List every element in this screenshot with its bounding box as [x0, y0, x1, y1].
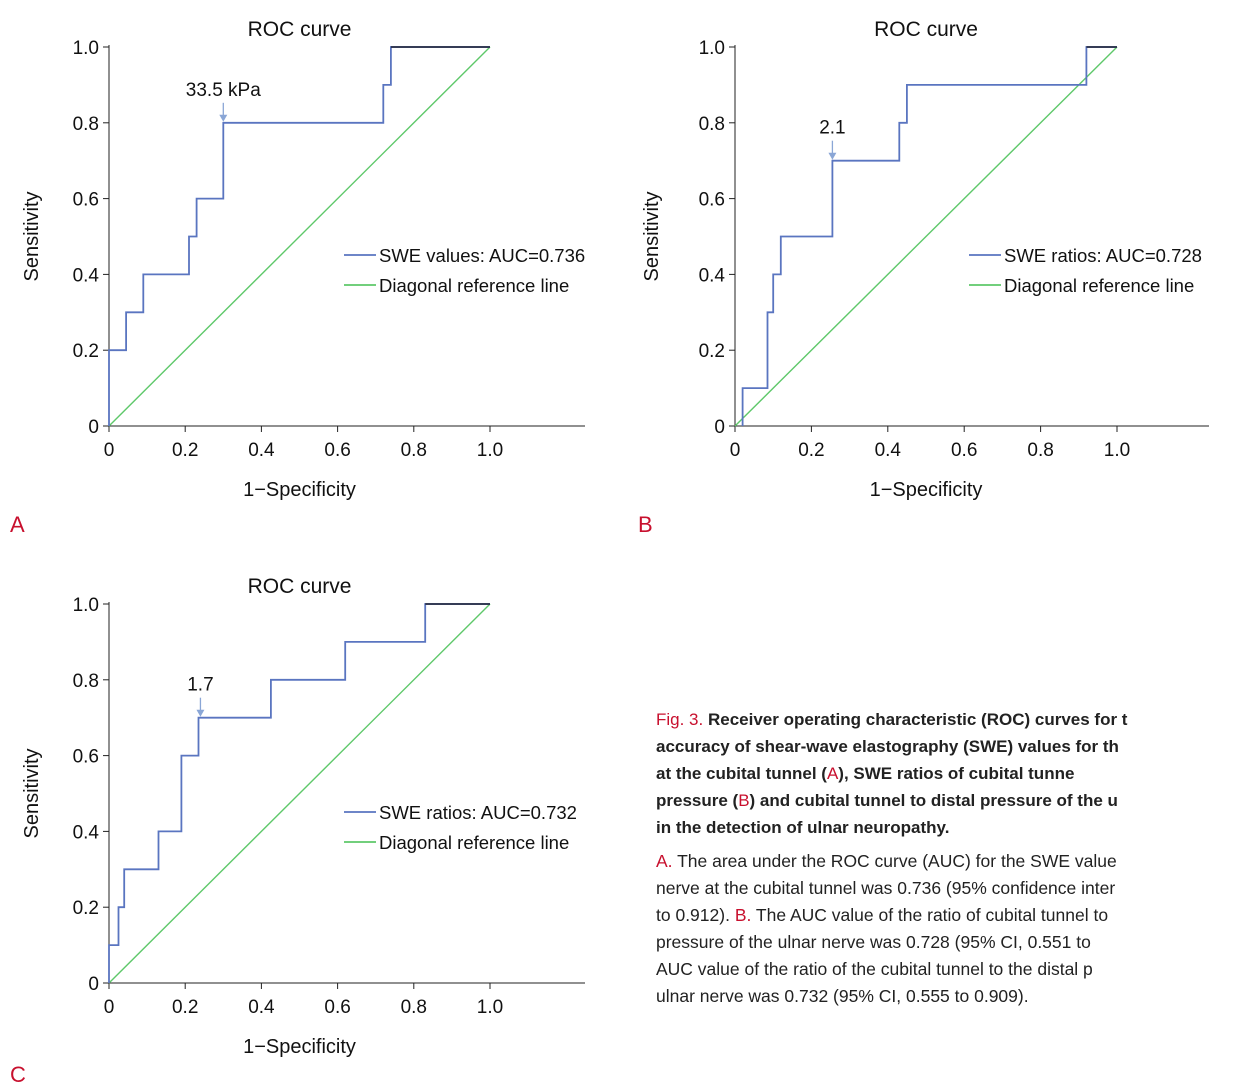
y-axis-label: Sensitivity	[21, 748, 43, 838]
caption-desc-line-3: to 0.912). B. The AUC value of the ratio…	[656, 905, 1109, 925]
figure-number: Fig. 3.	[656, 710, 704, 729]
reference-line	[108, 603, 491, 984]
x-tick-label: 0.8	[401, 440, 427, 461]
caption-desc-line-5: AUC value of the ratio of the cubital tu…	[656, 959, 1093, 979]
figure-caption: Fig. 3. Receiver operating characteristi…	[656, 706, 1235, 1076]
x-tick-label: 0.2	[172, 440, 198, 461]
caption-desc-line-1: A. The area under the ROC curve (AUC) fo…	[656, 851, 1117, 871]
x-tick-label: 0.6	[324, 440, 350, 461]
y-axis-label: Sensitivity	[641, 191, 663, 281]
panel-ref-a: A.	[656, 851, 673, 871]
x-axis-label: 1−Specificity	[870, 479, 983, 501]
cutoff-annotation: 1.7	[187, 675, 213, 696]
y-tick-label: 1.0	[73, 595, 99, 616]
roc-chart-c: ROC curve 0 0.2 0.4 0.6 0.8 1.0 0 0.2 0.4 0.6 0.8 1.…	[21, 575, 585, 1058]
caption-heading-line-4: pressure (B) and cubital tunnel to dista…	[656, 791, 1118, 810]
x-tick-label: 0	[104, 440, 115, 461]
legend-label-roc: SWE ratios: AUC=0.728	[1004, 245, 1202, 266]
x-tick-label: 0.4	[248, 440, 275, 461]
x-axis-label: 1−Specificity	[243, 1036, 356, 1058]
y-tick-label: 0.4	[73, 822, 100, 843]
x-tick-label: 0	[730, 440, 741, 461]
legend-label-reference: Diagonal reference line	[379, 832, 569, 853]
legend-label-reference: Diagonal reference line	[379, 275, 569, 296]
x-tick-label: 0.6	[324, 997, 350, 1018]
roc-chart-b: ROC curve 0 0.2 0.4 0.6 0.8 1.0 0 0.2 0.4 0.6 0.8 1.…	[641, 18, 1209, 501]
x-tick-label: 0.4	[248, 997, 275, 1018]
y-tick-label: 0.8	[73, 671, 99, 692]
roc-curve	[108, 46, 490, 426]
caption-heading-line-2: accuracy of shear-wave elastography (SWE…	[656, 737, 1119, 756]
annotation-arrow-head	[196, 709, 205, 717]
chart-title: ROC curve	[248, 18, 352, 41]
roc-curve	[108, 603, 490, 983]
x-tick-label: 0.8	[401, 997, 427, 1018]
y-tick-label: 0.4	[73, 265, 100, 286]
caption-heading-line-5: in the detection of ulnar neuropathy.	[656, 818, 950, 837]
y-axis-label: Sensitivity	[21, 191, 43, 281]
y-tick-label: 0.2	[699, 341, 725, 362]
y-tick-label: 0.6	[73, 190, 99, 211]
reference-line	[734, 46, 1118, 427]
panel-ref-b: B	[738, 791, 750, 810]
y-tick-label: 0.8	[73, 114, 99, 135]
y-tick-label: 0.4	[699, 265, 726, 286]
y-tick-label: 0	[714, 417, 725, 438]
panel-letter-c: C	[10, 1062, 26, 1087]
x-axis-label: 1−Specificity	[243, 479, 356, 501]
caption-desc-line-4: pressure of the ulnar nerve was 0.728 (9…	[656, 932, 1091, 952]
cutoff-annotation: 2.1	[819, 118, 845, 139]
caption-desc-line-2: nerve at the cubital tunnel was 0.736 (9…	[656, 878, 1116, 898]
caption-heading-line-3: at the cubital tunnel (A), SWE ratios of…	[656, 764, 1075, 783]
annotation-arrow-head	[219, 114, 228, 122]
x-tick-label: 0	[104, 997, 115, 1018]
reference-line	[108, 46, 491, 427]
y-tick-label: 0.8	[699, 114, 725, 135]
x-tick-label: 0.2	[798, 440, 824, 461]
y-tick-label: 0	[88, 417, 99, 438]
y-tick-label: 0	[88, 974, 99, 995]
y-tick-label: 0.6	[699, 190, 725, 211]
y-tick-label: 1.0	[73, 38, 99, 59]
legend-label-roc: SWE values: AUC=0.736	[379, 245, 585, 266]
y-tick-label: 0.2	[73, 898, 99, 919]
x-tick-label: 1.0	[477, 440, 503, 461]
legend-label-roc: SWE ratios: AUC=0.732	[379, 802, 577, 823]
panel-letter-b: B	[638, 512, 653, 537]
x-tick-label: 0.2	[172, 997, 198, 1018]
chart-title: ROC curve	[248, 575, 352, 598]
caption-desc-line-6: ulnar nerve was 0.732 (95% CI, 0.555 to …	[656, 986, 1029, 1006]
chart-title: ROC curve	[874, 18, 978, 41]
cutoff-annotation: 33.5 kPa	[186, 80, 261, 101]
x-tick-label: 1.0	[477, 997, 503, 1018]
panel-ref-b: B.	[734, 905, 752, 925]
y-tick-label: 0.2	[73, 341, 99, 362]
x-tick-label: 1.0	[1104, 440, 1130, 461]
panel-ref-a: A	[826, 764, 839, 783]
y-tick-label: 1.0	[699, 38, 725, 59]
caption-heading-line-1: Fig. 3. Receiver operating characteristi…	[656, 710, 1128, 729]
legend-label-reference: Diagonal reference line	[1004, 275, 1194, 296]
x-tick-label: 0.6	[951, 440, 977, 461]
y-tick-label: 0.6	[73, 747, 99, 768]
roc-curve	[741, 46, 1117, 426]
annotation-arrow-head	[828, 152, 837, 160]
x-tick-label: 0.4	[875, 440, 902, 461]
roc-chart-a: ROC curve 0 0.2 0.4 0.6 0.8 1.0 0 0.2 0.4 0.6 0.8 1.…	[21, 18, 585, 501]
x-tick-label: 0.8	[1027, 440, 1053, 461]
panel-letter-a: A	[10, 512, 25, 537]
